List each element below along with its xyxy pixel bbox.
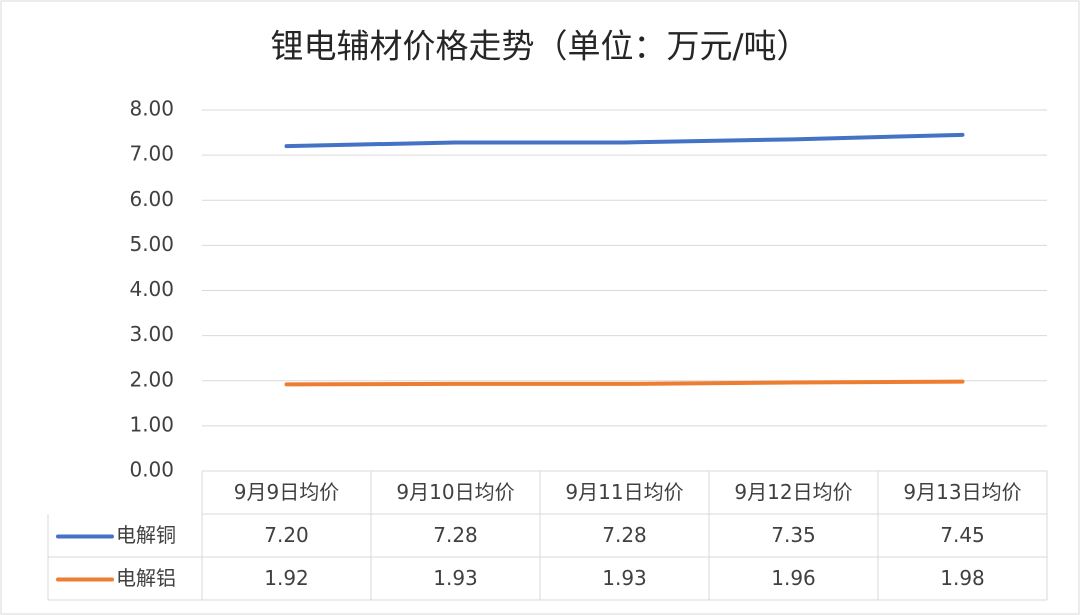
y-tick-label: 0.00 bbox=[129, 458, 174, 482]
table-value: 1.93 bbox=[602, 566, 647, 590]
table-value: 7.28 bbox=[433, 523, 478, 547]
table-value: 7.20 bbox=[264, 523, 309, 547]
table-value: 1.96 bbox=[771, 566, 816, 590]
y-tick-label: 6.00 bbox=[129, 187, 174, 211]
x-tick-label: 9月10日均价 bbox=[396, 480, 514, 504]
table-value: 1.92 bbox=[264, 566, 309, 590]
x-tick-label: 9月9日均价 bbox=[234, 480, 339, 504]
chart-title: 锂电辅材价格走势（单位：万元/吨） bbox=[270, 27, 809, 66]
x-tick-label: 9月13日均价 bbox=[903, 480, 1021, 504]
table-value: 7.28 bbox=[602, 523, 647, 547]
legend-label: 电解铜 bbox=[116, 523, 176, 547]
y-tick-label: 7.00 bbox=[129, 142, 174, 166]
table-value: 7.45 bbox=[940, 523, 985, 547]
table-value: 7.35 bbox=[771, 523, 816, 547]
x-tick-label: 9月12日均价 bbox=[734, 480, 852, 504]
table-value: 1.93 bbox=[433, 566, 478, 590]
x-tick-label: 9月11日均价 bbox=[565, 480, 683, 504]
y-tick-label: 3.00 bbox=[129, 322, 174, 346]
y-tick-label: 1.00 bbox=[129, 412, 174, 436]
y-tick-label: 4.00 bbox=[129, 277, 174, 301]
y-tick-label: 8.00 bbox=[129, 97, 174, 121]
y-tick-label: 2.00 bbox=[129, 367, 174, 391]
table-value: 1.98 bbox=[940, 566, 985, 590]
legend-label: 电解铝 bbox=[116, 566, 176, 590]
series-line bbox=[284, 132, 965, 149]
y-tick-label: 5.00 bbox=[129, 232, 174, 256]
series-line bbox=[284, 379, 965, 387]
